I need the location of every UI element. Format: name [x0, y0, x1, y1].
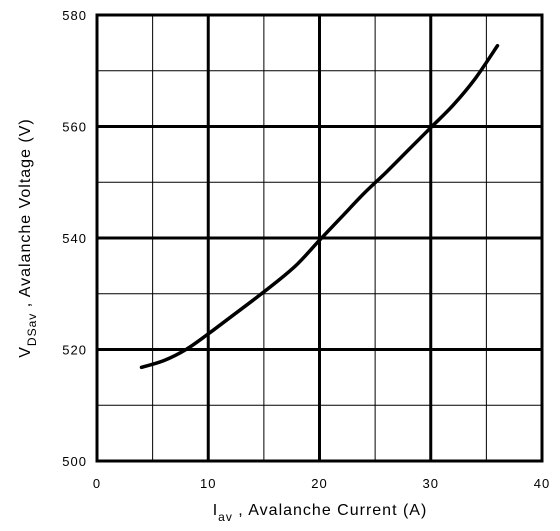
x-tick-label: 30 [423, 476, 439, 491]
plot-frame [95, 13, 544, 463]
y-tick-label: 500 [62, 454, 87, 469]
y-tick-label: 580 [62, 8, 87, 23]
y-tick-label: 540 [62, 231, 87, 246]
x-tick-label: 0 [93, 476, 101, 491]
x-tick-label: 10 [200, 476, 216, 491]
x-tick-labels: 0 10 20 30 40 [93, 476, 550, 491]
series-line [139, 43, 500, 370]
x-tick-label: 20 [311, 476, 327, 491]
y-tick-label: 520 [62, 343, 87, 358]
series-group [139, 43, 500, 370]
x-axis-label: Iav , Avalanche Current (A) [213, 502, 428, 524]
y-tick-label: 560 [62, 120, 87, 135]
x-tick-label: 40 [534, 476, 550, 491]
y-tick-labels: 500 520 540 560 580 [62, 8, 87, 469]
y-axis-label: VDSav , Avalanche Voltage (V) [17, 118, 39, 358]
